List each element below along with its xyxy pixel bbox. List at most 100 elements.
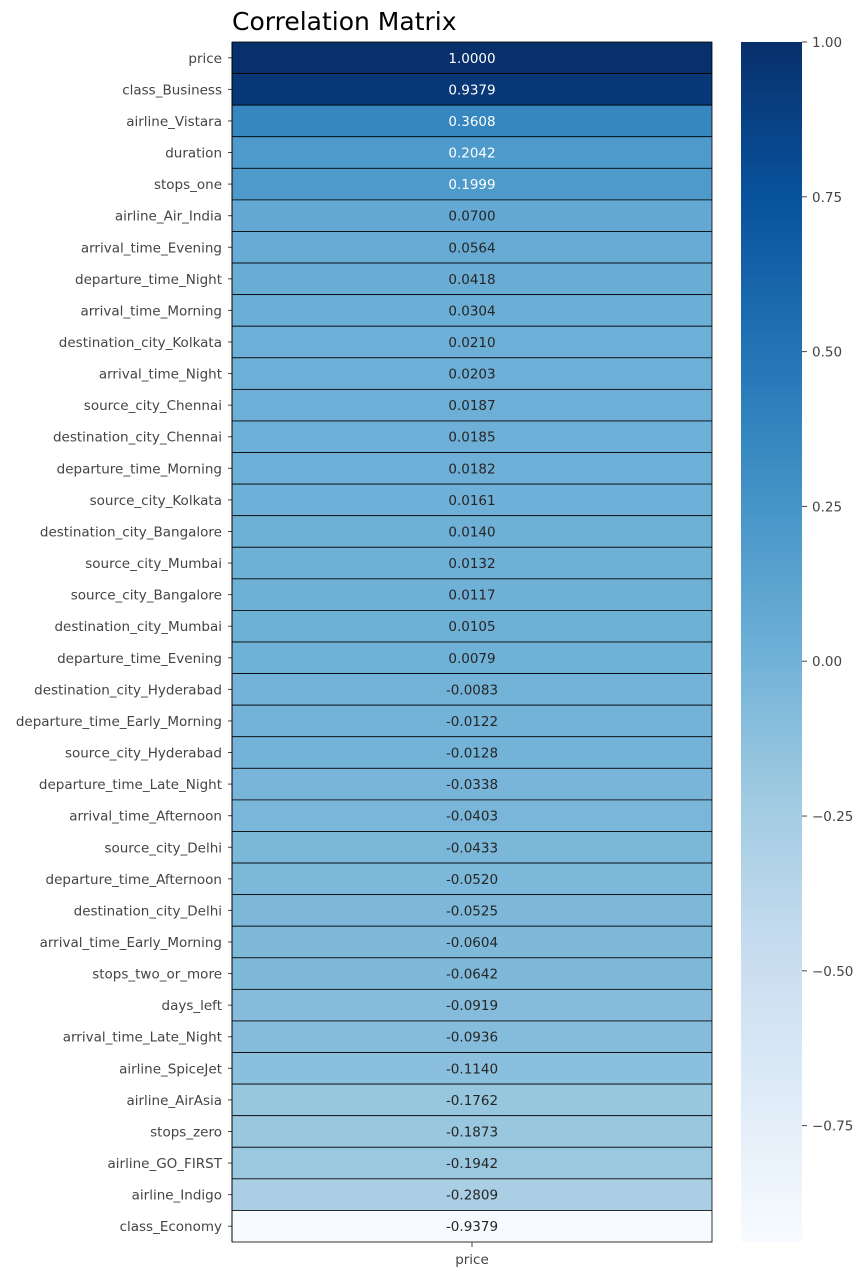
y-tick-label: destination_city_Mumbai <box>54 619 222 635</box>
y-tick-label: duration <box>165 146 222 162</box>
cell-value-label: 0.0182 <box>448 461 495 477</box>
cell-value-label: -0.2809 <box>446 1188 498 1204</box>
cell-value-label: -0.1942 <box>446 1156 498 1172</box>
y-tick-label: arrival_time_Late_Night <box>63 1030 222 1046</box>
y-tick-label: destination_city_Kolkata <box>59 335 222 351</box>
y-tick-label: departure_time_Afternoon <box>46 872 223 888</box>
heatmap-cell <box>231 136 713 169</box>
y-tick-label: class_Business <box>122 82 222 98</box>
heatmap-cell <box>231 483 713 517</box>
y-tick-label: destination_city_Delhi <box>74 903 222 919</box>
heatmap-cell <box>231 1052 713 1085</box>
heatmap-cell <box>231 167 713 201</box>
cell-value-label: 0.0203 <box>448 367 495 383</box>
colorbar-tick-label: −0.25 <box>812 809 853 825</box>
y-tick-label: airline_Air_India <box>115 209 222 225</box>
heatmap-cell <box>231 673 713 706</box>
cell-value-label: 0.0140 <box>448 524 495 540</box>
y-tick-label: destination_city_Bangalore <box>40 524 222 540</box>
y-tick-label: departure_time_Early_Morning <box>16 714 222 730</box>
heatmap-cell <box>231 862 713 896</box>
cell-value-label: 0.0161 <box>448 493 495 509</box>
y-tick-label: arrival_time_Night <box>99 367 222 383</box>
colorbar-tick-label: −0.75 <box>812 1119 853 1135</box>
colorbar-gradient <box>741 42 802 1242</box>
cell-value-label: 0.0418 <box>448 272 495 288</box>
colorbar-tick-label: 0.75 <box>812 190 842 206</box>
y-tick-label: airline_Vistara <box>126 114 222 130</box>
y-tick-label: source_city_Chennai <box>84 398 222 414</box>
heatmap-cell <box>231 925 713 959</box>
y-tick-label: arrival_time_Early_Morning <box>40 935 222 951</box>
y-tick-label: arrival_time_Morning <box>80 303 222 319</box>
y-tick-label: destination_city_Chennai <box>53 430 222 446</box>
heatmap-cell <box>231 641 713 674</box>
y-tick-label: price <box>188 51 222 67</box>
colorbar: 1.00 0.75 0.50 0.25 0.00 −0.25 −0.50 −0.75 <box>741 35 853 1242</box>
colorbar-tick-label: 0.25 <box>812 499 842 515</box>
heatmap-cell <box>231 1178 713 1211</box>
cell-value-label: 0.3608 <box>448 114 495 130</box>
cell-value-label: 0.0700 <box>448 209 495 225</box>
y-tick-label: source_city_Kolkata <box>90 493 222 509</box>
cell-value-label: 0.0117 <box>448 588 495 604</box>
y-tick-label: stops_zero <box>150 1124 222 1140</box>
heatmap-cell <box>231 420 713 453</box>
cell-value-label: 0.0564 <box>448 240 495 256</box>
y-tick-label: departure_time_Late_Night <box>39 777 222 793</box>
cell-value-label: -0.0433 <box>446 840 498 856</box>
cell-value-label: -0.0604 <box>446 935 498 951</box>
y-tick-label: departure_time_Morning <box>57 461 222 477</box>
cell-value-label: -0.0919 <box>446 998 498 1014</box>
cell-value-label: 0.0132 <box>448 556 495 572</box>
colorbar-tick-label: 0.50 <box>812 345 842 361</box>
cell-value-label: -0.0936 <box>446 1030 498 1046</box>
heatmap-cell <box>231 988 713 1022</box>
y-tick-label: source_city_Mumbai <box>85 556 222 572</box>
heatmap-cell <box>231 610 713 643</box>
heatmap-cell <box>231 388 713 422</box>
colorbar-tick-label: 0.00 <box>812 654 842 670</box>
heatmap-cell <box>231 199 713 232</box>
cell-value-label: 0.9379 <box>448 82 495 98</box>
heatmap-cell <box>231 1210 713 1243</box>
heatmap-cell <box>231 104 713 138</box>
colorbar-tick-label: −0.50 <box>812 964 853 980</box>
heatmap-cell <box>231 831 713 864</box>
y-tick-label: days_left <box>162 998 222 1014</box>
y-tick-label: departure_time_Evening <box>57 651 222 667</box>
colorbar-tick-label: 1.00 <box>812 35 842 51</box>
x-axis: price <box>455 1242 489 1268</box>
cell-value-label: 0.0079 <box>448 651 495 667</box>
cell-value-label: 0.1999 <box>448 177 495 193</box>
heatmap-cells: 1.0000 0.9379 0.3608 0.2042 0.1999 0.0700 0.05… <box>231 41 713 1243</box>
heatmap-cell <box>231 736 713 769</box>
y-tick-label: arrival_time_Afternoon <box>69 809 222 825</box>
y-tick-label: source_city_Hyderabad <box>65 746 222 762</box>
heatmap-cell <box>231 325 713 359</box>
y-tick-label: source_city_Delhi <box>104 840 222 856</box>
y-tick-label: airline_Indigo <box>132 1188 222 1204</box>
y-tick-label: airline_GO_FIRST <box>108 1156 223 1172</box>
y-axis-labels: price class_Business airline_Vistaradurati… <box>16 42 233 1242</box>
y-tick-label: class_Economy <box>120 1219 222 1235</box>
y-tick-label: stops_two_or_more <box>92 967 222 983</box>
y-tick-label: airline_AirAsia <box>126 1093 222 1109</box>
cell-value-label: -0.0338 <box>446 777 498 793</box>
y-tick-label: source_city_Bangalore <box>71 588 222 604</box>
heatmap-cell <box>231 1146 713 1180</box>
cell-value-label: 0.0304 <box>448 303 495 319</box>
heatmap-cell <box>231 767 713 801</box>
heatmap-cell <box>231 1115 713 1148</box>
cell-value-label: 1.0000 <box>448 51 495 67</box>
heatmap-cell <box>231 41 713 74</box>
cell-value-label: -0.9379 <box>446 1219 498 1235</box>
heatmap-cell <box>231 452 713 485</box>
heatmap-cell <box>231 704 713 738</box>
x-tick-label: price <box>455 1252 489 1268</box>
heatmap-cell <box>231 957 713 990</box>
heatmap-cell <box>231 73 713 106</box>
cell-value-label: -0.1873 <box>446 1124 498 1140</box>
cell-value-label: -0.0525 <box>446 903 498 919</box>
heatmap-cell <box>231 894 713 927</box>
